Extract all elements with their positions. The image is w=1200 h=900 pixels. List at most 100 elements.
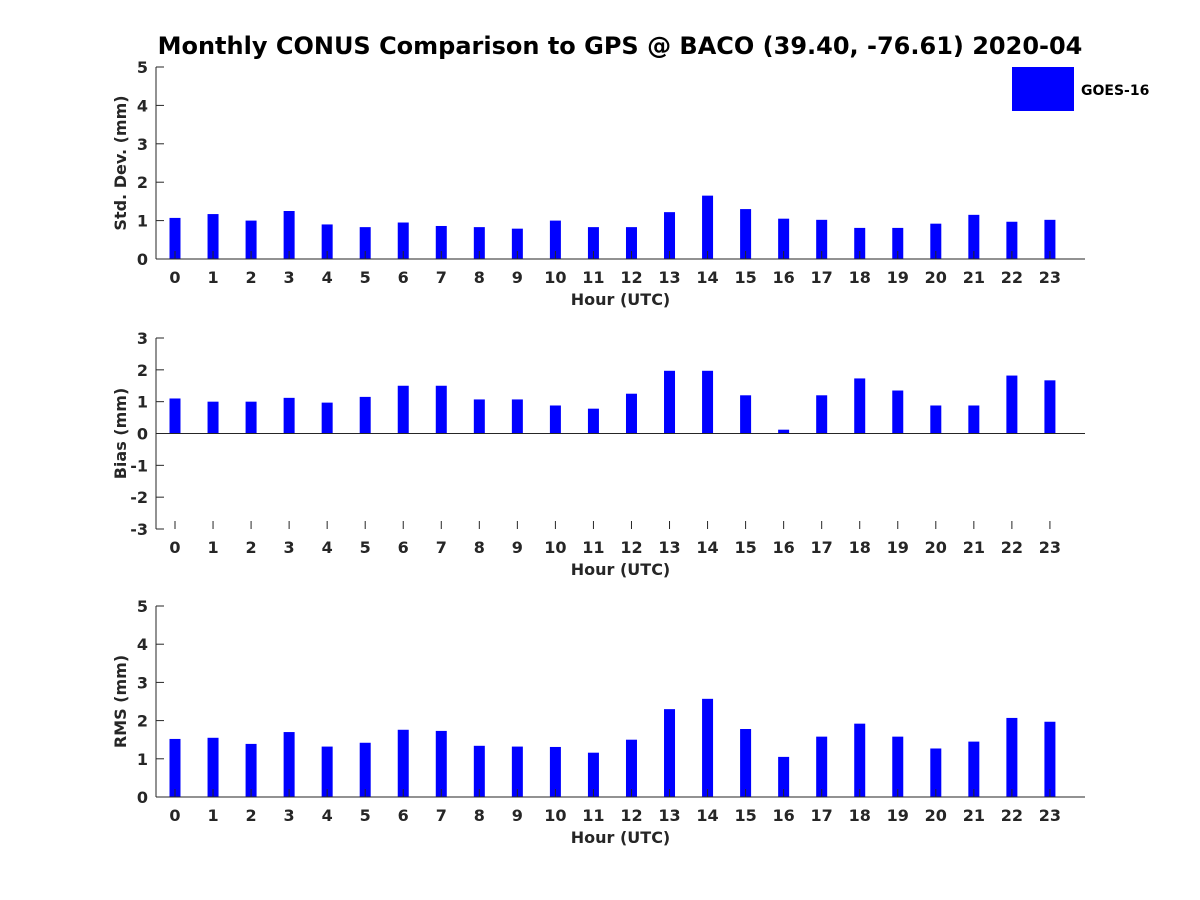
x-tick-label-std: 5 bbox=[360, 268, 371, 287]
bar-std-hour-6 bbox=[397, 222, 409, 259]
bar-bias-hour-23 bbox=[1044, 380, 1056, 434]
bar-rms-hour-6 bbox=[397, 729, 409, 797]
bar-rms-hour-19 bbox=[892, 736, 904, 797]
y-tick-label-rms: 0 bbox=[137, 788, 148, 807]
x-axis-label-std: Hour (UTC) bbox=[571, 290, 671, 309]
x-tick-label-std: 7 bbox=[436, 268, 447, 287]
x-tick-label-rms: 13 bbox=[658, 806, 680, 825]
bar-bias-hour-18 bbox=[854, 378, 866, 434]
y-tick-label-rms: 1 bbox=[137, 750, 148, 769]
bar-rms-hour-16 bbox=[778, 756, 790, 797]
x-tick-label-bias: 14 bbox=[696, 538, 718, 557]
bar-bias-hour-13 bbox=[664, 370, 676, 434]
bar-rms-hour-15 bbox=[740, 729, 752, 797]
bar-std-hour-18 bbox=[854, 227, 866, 259]
x-tick-label-std: 14 bbox=[696, 268, 718, 287]
bar-rms-hour-8 bbox=[473, 745, 485, 797]
x-tick-label-bias: 13 bbox=[658, 538, 680, 557]
bar-bias-hour-2 bbox=[245, 401, 257, 434]
x-tick-label-std: 6 bbox=[398, 268, 409, 287]
y-tick-label-std: 1 bbox=[137, 212, 148, 231]
x-tick-label-bias: 1 bbox=[207, 538, 218, 557]
bar-rms-hour-21 bbox=[968, 741, 980, 797]
x-tick-label-bias: 3 bbox=[284, 538, 295, 557]
x-tick-label-rms: 10 bbox=[544, 806, 566, 825]
bar-std-hour-20 bbox=[930, 223, 942, 259]
x-tick-label-rms: 8 bbox=[474, 806, 485, 825]
x-tick-label-rms: 20 bbox=[925, 806, 947, 825]
x-tick-label-bias: 19 bbox=[887, 538, 909, 557]
bar-std-hour-9 bbox=[511, 228, 523, 259]
legend: GOES-16 bbox=[1012, 67, 1149, 111]
y-tick-label-rms: 3 bbox=[137, 673, 148, 692]
bar-std-hour-2 bbox=[245, 220, 257, 259]
bar-bias-hour-16 bbox=[778, 429, 790, 434]
bar-std-hour-19 bbox=[892, 227, 904, 259]
x-tick-label-bias: 21 bbox=[963, 538, 985, 557]
bar-rms-hour-0 bbox=[169, 738, 181, 797]
x-tick-label-rms: 12 bbox=[620, 806, 642, 825]
x-tick-label-bias: 7 bbox=[436, 538, 447, 557]
bar-rms-hour-4 bbox=[321, 746, 333, 797]
bar-std-hour-22 bbox=[1006, 221, 1018, 259]
bar-std-hour-21 bbox=[968, 214, 980, 259]
x-tick-label-bias: 0 bbox=[169, 538, 180, 557]
bar-bias-hour-17 bbox=[816, 395, 828, 434]
x-tick-label-bias: 11 bbox=[582, 538, 604, 557]
bar-bias-hour-5 bbox=[359, 396, 371, 434]
y-tick-label-rms: 4 bbox=[137, 635, 148, 654]
bar-std-hour-23 bbox=[1044, 219, 1056, 259]
x-tick-label-std: 13 bbox=[658, 268, 680, 287]
bar-std-hour-8 bbox=[473, 227, 485, 259]
y-tick-label-bias: 1 bbox=[137, 393, 148, 412]
x-tick-label-rms: 9 bbox=[512, 806, 523, 825]
x-tick-label-bias: 8 bbox=[474, 538, 485, 557]
bar-rms-hour-10 bbox=[549, 746, 561, 797]
x-tick-label-std: 19 bbox=[887, 268, 909, 287]
bar-rms-hour-9 bbox=[511, 746, 523, 797]
bar-rms-hour-14 bbox=[702, 698, 714, 797]
x-tick-label-bias: 16 bbox=[773, 538, 795, 557]
y-axis-label-bias: Bias (mm) bbox=[111, 388, 130, 480]
x-tick-label-bias: 15 bbox=[734, 538, 756, 557]
bar-bias-hour-22 bbox=[1006, 375, 1018, 434]
x-tick-label-rms: 11 bbox=[582, 806, 604, 825]
x-tick-label-bias: 10 bbox=[544, 538, 566, 557]
bar-rms-hour-23 bbox=[1044, 721, 1056, 797]
x-tick-label-std: 1 bbox=[207, 268, 218, 287]
bar-std-hour-15 bbox=[740, 209, 752, 259]
x-tick-label-std: 0 bbox=[169, 268, 180, 287]
legend-swatch-goes16 bbox=[1012, 67, 1074, 111]
x-tick-label-std: 15 bbox=[734, 268, 756, 287]
x-tick-label-rms: 22 bbox=[1001, 806, 1023, 825]
x-axis-label-rms: Hour (UTC) bbox=[571, 828, 671, 847]
bar-rms-hour-17 bbox=[816, 736, 828, 797]
x-tick-label-bias: 22 bbox=[1001, 538, 1023, 557]
x-tick-label-std: 4 bbox=[322, 268, 333, 287]
bar-rms-hour-3 bbox=[283, 732, 295, 797]
bar-std-hour-16 bbox=[778, 218, 790, 259]
y-tick-label-rms: 5 bbox=[137, 597, 148, 616]
bar-rms-hour-13 bbox=[664, 709, 676, 797]
y-tick-label-rms: 2 bbox=[137, 712, 148, 731]
y-tick-label-bias: -2 bbox=[130, 488, 148, 507]
bar-std-hour-11 bbox=[587, 227, 599, 259]
bar-bias-hour-7 bbox=[435, 385, 447, 434]
x-tick-label-bias: 4 bbox=[322, 538, 333, 557]
bar-std-hour-1 bbox=[207, 214, 219, 259]
y-tick-label-bias: 3 bbox=[137, 329, 148, 348]
x-tick-label-rms: 14 bbox=[696, 806, 718, 825]
bar-rms-hour-20 bbox=[930, 748, 942, 797]
x-axis-label-bias: Hour (UTC) bbox=[571, 560, 671, 579]
y-tick-label-std: 4 bbox=[137, 96, 148, 115]
bar-std-hour-10 bbox=[549, 220, 561, 259]
x-tick-label-rms: 5 bbox=[360, 806, 371, 825]
bar-rms-hour-2 bbox=[245, 743, 257, 797]
bar-bias-hour-15 bbox=[740, 395, 752, 434]
x-tick-label-std: 9 bbox=[512, 268, 523, 287]
